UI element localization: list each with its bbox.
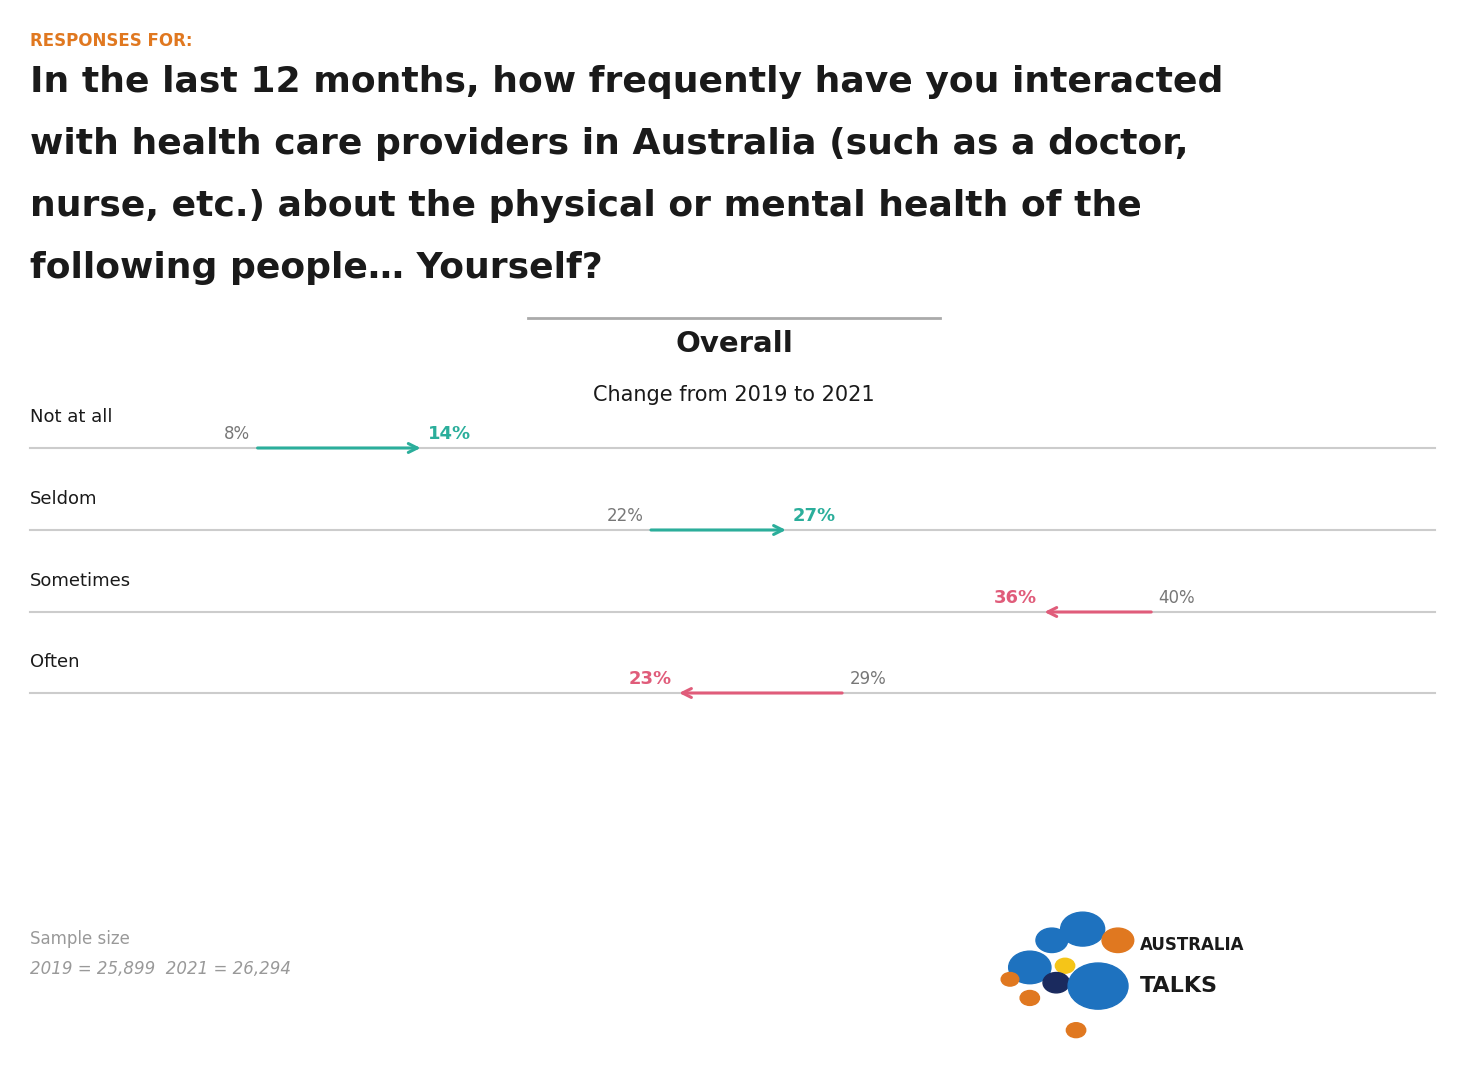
Text: 14%: 14%	[427, 424, 471, 443]
Circle shape	[1036, 928, 1067, 953]
Text: following people… Yourself?: following people… Yourself?	[29, 251, 603, 284]
Text: 22%: 22%	[606, 507, 644, 524]
Text: Change from 2019 to 2021: Change from 2019 to 2021	[593, 385, 875, 405]
Circle shape	[1102, 928, 1133, 953]
Text: AUSTRALIA: AUSTRALIA	[1139, 936, 1245, 955]
Circle shape	[1069, 964, 1127, 1009]
Text: Sometimes: Sometimes	[29, 572, 131, 590]
Circle shape	[1055, 958, 1075, 973]
Circle shape	[1009, 952, 1051, 983]
Text: 2019 = 25,899  2021 = 26,294: 2019 = 25,899 2021 = 26,294	[29, 960, 291, 978]
Text: Sample size: Sample size	[29, 930, 129, 948]
Text: RESPONSES FOR:: RESPONSES FOR:	[29, 32, 192, 50]
Circle shape	[1060, 912, 1105, 946]
Text: 27%: 27%	[793, 507, 837, 524]
Text: 8%: 8%	[225, 424, 251, 443]
Circle shape	[1020, 991, 1039, 1005]
Text: Overall: Overall	[675, 330, 793, 358]
Text: Not at all: Not at all	[29, 408, 113, 426]
Text: 29%: 29%	[850, 669, 887, 688]
Text: nurse, etc.) about the physical or mental health of the: nurse, etc.) about the physical or menta…	[29, 189, 1142, 223]
Text: Often: Often	[29, 653, 79, 671]
Circle shape	[1001, 972, 1019, 986]
Text: TALKS: TALKS	[1139, 976, 1218, 996]
Text: 23%: 23%	[628, 669, 672, 688]
Text: 40%: 40%	[1158, 589, 1195, 606]
Text: Seldom: Seldom	[29, 490, 97, 508]
Text: 36%: 36%	[994, 589, 1038, 606]
Circle shape	[1066, 1022, 1086, 1038]
Text: In the last 12 months, how frequently have you interacted: In the last 12 months, how frequently ha…	[29, 65, 1223, 99]
Circle shape	[1042, 972, 1069, 993]
Text: with health care providers in Australia (such as a doctor,: with health care providers in Australia …	[29, 128, 1189, 161]
